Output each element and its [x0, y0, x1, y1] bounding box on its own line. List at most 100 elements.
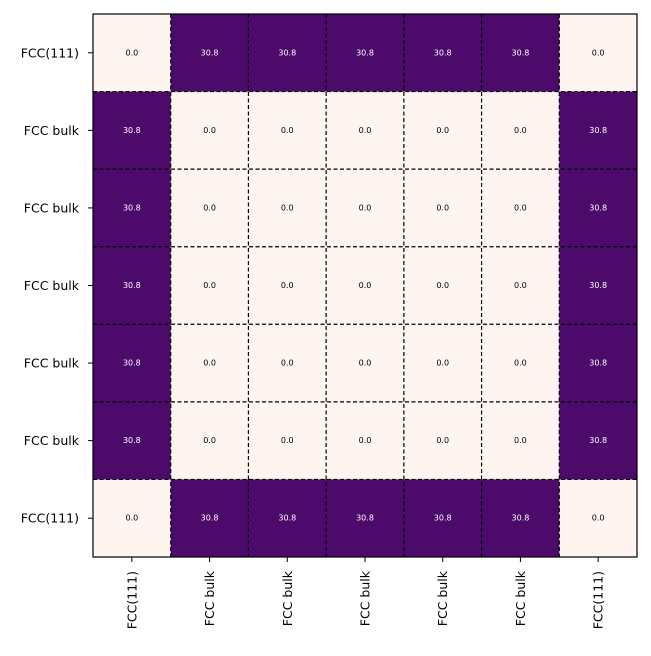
heatmap-cell [403, 14, 483, 93]
heatmap-cell [481, 246, 560, 325]
heatmap-cell [481, 479, 560, 558]
cell-value-label: 30.8 [356, 48, 374, 57]
heatmap-cell [481, 324, 560, 403]
cell-value-label: 0.0 [281, 281, 294, 290]
heatmap-cell [170, 401, 249, 480]
cell-value-label: 0.0 [359, 126, 372, 135]
cell-value-label: 0.0 [514, 359, 527, 368]
heatmap-cell [481, 169, 560, 248]
cell-value-label: 30.8 [589, 281, 607, 290]
cell-value-label: 0.0 [514, 436, 527, 445]
cell-value-label: 0.0 [514, 203, 527, 212]
y-tick-label: FCC bulk [24, 356, 80, 371]
y-axis: FCC(111) FCC bulk FCC bulk FCC bulk FCC bulk… [21, 45, 93, 526]
heatmap-cell [248, 479, 327, 558]
heatmap-cell [326, 91, 405, 170]
cell-value-label: 0.0 [436, 281, 449, 290]
cell-value-label: 30.8 [201, 48, 219, 57]
heatmap-cell [93, 324, 172, 403]
heatmap-cell [248, 401, 327, 480]
cell-value-label: 0.0 [125, 48, 138, 57]
cell-value-label: 0.0 [281, 126, 294, 135]
cell-value-label: 0.0 [359, 436, 372, 445]
x-tick-label: FCC bulk [513, 570, 528, 626]
x-tick-label: FCC bulk [358, 570, 373, 626]
heatmap-cell [559, 324, 638, 403]
cell-value-label: 0.0 [125, 514, 138, 523]
cell-value-label: 30.8 [589, 126, 607, 135]
heatmap-cell [481, 401, 560, 480]
heatmap-cell [559, 14, 638, 93]
heatmap-value-labels: 0.0 30.8 30.8 30.8 30.8 30.8 0.0 30.8 0.0 0.0 0.0 0… [123, 48, 607, 522]
heatmap-cell [559, 91, 638, 170]
cell-value-label: 0.0 [203, 281, 216, 290]
heatmap-cell [326, 169, 405, 248]
heatmap-cell [248, 91, 327, 170]
cell-value-label: 0.0 [592, 514, 605, 523]
cell-value-label: 30.8 [434, 48, 452, 57]
heatmap-cell [93, 401, 172, 480]
heatmap-cell [170, 91, 249, 170]
cell-value-label: 30.8 [434, 514, 452, 523]
cell-value-label: 30.8 [123, 281, 141, 290]
cell-value-label: 30.8 [589, 203, 607, 212]
heatmap-cell [559, 401, 638, 480]
cell-value-label: 0.0 [592, 48, 605, 57]
cell-value-label: 30.8 [123, 203, 141, 212]
heatmap-cell [326, 324, 405, 403]
heatmap-cell [170, 169, 249, 248]
cell-value-label: 0.0 [203, 126, 216, 135]
x-tick-label: FCC(111) [124, 571, 139, 629]
y-tick-label: FCC bulk [24, 433, 80, 448]
cell-value-label: 30.8 [589, 436, 607, 445]
heatmap-grid-lines [93, 14, 637, 557]
heatmap-cell [248, 246, 327, 325]
heatmap-cell [326, 246, 405, 325]
heatmap-cell [559, 246, 638, 325]
cell-value-label: 0.0 [436, 203, 449, 212]
cell-value-label: 30.8 [356, 514, 374, 523]
cell-value-label: 30.8 [123, 436, 141, 445]
heatmap-cell [326, 479, 405, 558]
cell-value-label: 0.0 [514, 126, 527, 135]
cell-value-label: 30.8 [278, 514, 296, 523]
x-tick-label: FCC(111) [591, 571, 606, 629]
heatmap-cell [559, 169, 638, 248]
heatmap-cell [170, 479, 249, 558]
heatmap-cell [326, 401, 405, 480]
cell-value-label: 30.8 [278, 48, 296, 57]
heatmap-cell [93, 169, 172, 248]
x-tick-label: FCC bulk [280, 570, 295, 626]
y-tick-label: FCC bulk [24, 123, 80, 138]
heatmap-cell [248, 324, 327, 403]
cell-value-label: 0.0 [359, 203, 372, 212]
heatmap-cells [93, 14, 638, 558]
heatmap-cell [326, 14, 405, 93]
heatmap-cell [248, 14, 327, 93]
heatmap-cell [403, 401, 483, 480]
heatmap-cell [403, 91, 483, 170]
heatmap-cell [403, 246, 483, 325]
heatmap-cell [93, 479, 172, 558]
cell-value-label: 0.0 [281, 436, 294, 445]
heatmap-cell [93, 246, 172, 325]
cell-value-label: 30.8 [201, 514, 219, 523]
cell-value-label: 30.8 [512, 514, 530, 523]
heatmap-cell [403, 479, 483, 558]
heatmap-cell [170, 324, 249, 403]
y-tick-label: FCC(111) [21, 511, 79, 526]
x-tick-label: FCC bulk [202, 570, 217, 626]
heatmap-cell [403, 169, 483, 248]
cell-value-label: 30.8 [123, 359, 141, 368]
cell-value-label: 0.0 [436, 126, 449, 135]
cell-value-label: 30.8 [123, 126, 141, 135]
cell-value-label: 0.0 [359, 359, 372, 368]
cell-value-label: 0.0 [436, 359, 449, 368]
x-axis: FCC(111) FCC bulk FCC bulk FCC bulk FCC bulk… [124, 557, 606, 629]
heatmap-cell [93, 14, 172, 93]
heatmap-cell [403, 324, 483, 403]
cell-value-label: 30.8 [512, 48, 530, 57]
heatmap-cell [481, 14, 560, 93]
